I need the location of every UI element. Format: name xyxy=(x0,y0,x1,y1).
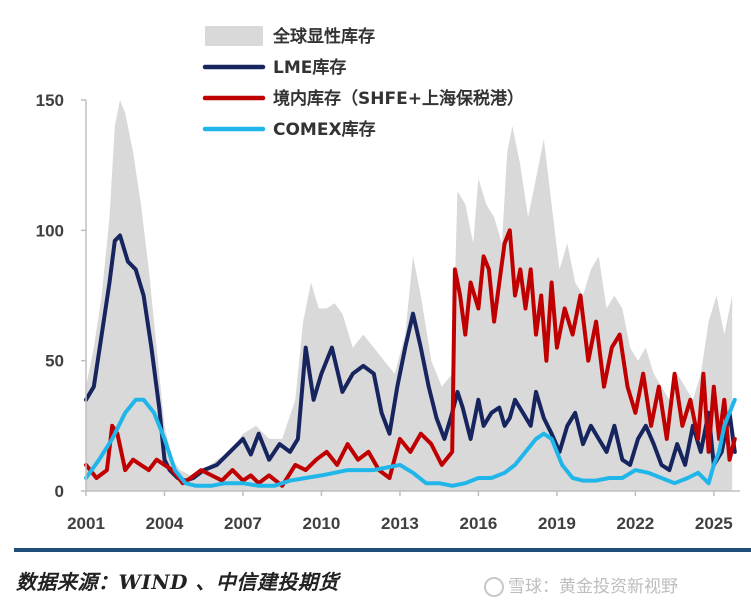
watermark-text: 雪球：黄金投资新视野 xyxy=(508,577,678,597)
watermark: 雪球：黄金投资新视野 xyxy=(484,572,678,597)
y-tick-label: 100 xyxy=(36,221,64,240)
plot-area xyxy=(84,100,737,491)
axes: 0 50 100 150 2001 2004 2007 2010 2013 2016 2019 202… xyxy=(36,91,740,533)
y-tick-label: 50 xyxy=(45,352,64,371)
series-line-3 xyxy=(84,397,737,488)
x-tick-label: 2007 xyxy=(224,514,262,533)
series-area-0 xyxy=(86,100,733,491)
y-tick-label: 0 xyxy=(55,482,64,501)
x-tick-label: 2016 xyxy=(459,514,497,533)
series-line-2 xyxy=(84,228,737,488)
legend-label-0: 全球显性库存 xyxy=(272,26,375,47)
legend-label-1: LME库存 xyxy=(273,57,346,78)
x-tick-label: 2010 xyxy=(303,514,341,533)
y-tick-label: 150 xyxy=(36,91,64,110)
inventory-line-chart: 0 50 100 150 2001 2004 2007 2010 2013 2016 2019 202… xyxy=(36,26,740,533)
x-tick-label: 2022 xyxy=(616,514,654,533)
source-note: 数据来源：WIND 、中信建投期货 xyxy=(16,570,339,594)
snowball-logo-icon xyxy=(484,577,504,597)
x-tick-label: 2004 xyxy=(146,514,184,533)
x-tick-label: 2019 xyxy=(538,514,576,533)
x-tick-label: 2025 xyxy=(695,514,733,533)
x-tick-label: 2013 xyxy=(381,514,419,533)
source-divider xyxy=(14,548,751,552)
legend-label-3: COMEX库存 xyxy=(273,119,376,140)
legend-label-2: 境内库存（SHFE+上海保税港） xyxy=(273,88,524,109)
legend-swatch-0 xyxy=(205,26,263,46)
x-tick-label: 2001 xyxy=(67,514,105,533)
